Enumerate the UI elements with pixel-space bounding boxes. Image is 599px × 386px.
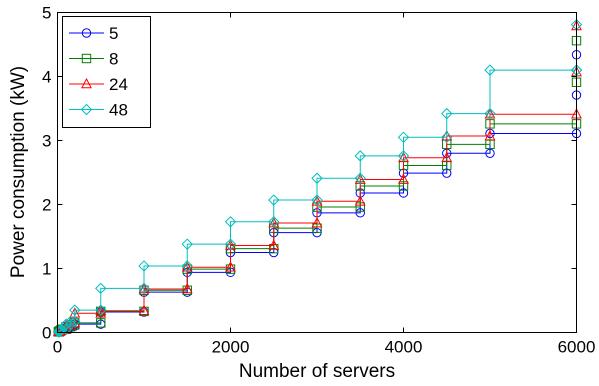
data-point-8 — [96, 318, 106, 328]
y-tick-label: 4 — [42, 68, 51, 87]
data-point-24 — [398, 151, 409, 163]
x-tick-label: 2000 — [212, 338, 250, 357]
legend-label: 24 — [109, 75, 128, 94]
data-point-5 — [398, 188, 409, 198]
data-point-48 — [224, 238, 237, 250]
y-tick-label: 0 — [42, 324, 51, 343]
legend-marker — [81, 53, 92, 64]
legend-entry-8: 8 — [69, 50, 118, 69]
data-point-48 — [354, 150, 366, 162]
data-point-5 — [442, 168, 452, 178]
data-point-8 — [312, 223, 322, 233]
data-point-24 — [311, 216, 323, 228]
data-point-24 — [268, 239, 280, 250]
data-point-48 — [397, 131, 410, 144]
series-48 — [52, 18, 583, 338]
data-point-24 — [354, 195, 366, 206]
data-point-24 — [225, 261, 236, 272]
data-point-48 — [311, 172, 323, 184]
data-point-8 — [398, 181, 409, 191]
data-point-48 — [69, 315, 81, 328]
x-axis-label: Number of servers — [239, 361, 395, 382]
data-point-48 — [64, 315, 77, 328]
legend-entry-24: 24 — [69, 75, 128, 94]
legend-marker — [81, 28, 92, 38]
tick-layer: 0 2000 4000 6000 0 1 2 3 4 5 — [42, 4, 595, 357]
data-point-5 — [355, 208, 365, 218]
y-tick-label: 1 — [42, 260, 51, 279]
data-point-48 — [69, 304, 81, 316]
data-point-48 — [224, 216, 237, 228]
y-tick-label: 3 — [42, 132, 51, 151]
legend-entry-5: 5 — [69, 24, 118, 43]
data-point-24 — [441, 129, 453, 141]
legend-entry-48: 48 — [69, 101, 128, 120]
data-point-48 — [441, 107, 453, 120]
data-point-48 — [441, 131, 453, 144]
data-point-24 — [398, 173, 409, 184]
data-point-48 — [311, 194, 323, 206]
legend-label: 8 — [109, 50, 118, 69]
data-point-48 — [268, 216, 280, 228]
data-point-48 — [138, 260, 150, 272]
data-point-24 — [181, 282, 193, 294]
plot-area-frame — [57, 12, 577, 333]
x-tick-label: 4000 — [385, 338, 423, 357]
data-point-24 — [441, 151, 453, 163]
data-point-48 — [484, 107, 496, 120]
data-point-48 — [64, 318, 77, 330]
data-point-8 — [355, 202, 365, 212]
data-point-48 — [95, 282, 107, 295]
legend-label: 5 — [109, 24, 118, 43]
x-tick-label: 6000 — [558, 338, 596, 357]
data-point-48 — [60, 318, 72, 330]
y-tick-label: 5 — [42, 4, 51, 23]
legend-label: 48 — [109, 101, 128, 120]
series-layer — [52, 18, 583, 338]
data-point-48 — [397, 150, 410, 162]
data-point-48 — [181, 238, 193, 250]
data-point-48 — [354, 172, 366, 184]
data-point-48 — [138, 282, 150, 295]
data-point-48 — [268, 194, 280, 206]
data-point-48 — [181, 260, 193, 272]
data-point-24 — [138, 304, 150, 316]
data-point-48 — [95, 304, 107, 316]
legend-marker — [81, 77, 92, 89]
legend-entries: 5 8 24 48 — [69, 24, 128, 120]
data-point-24 — [484, 129, 496, 141]
legend: 5 8 24 48 — [62, 16, 151, 128]
data-point-48 — [484, 64, 496, 76]
legend-box — [62, 16, 151, 128]
y-axis-label: Power consumption (kW) — [8, 66, 29, 278]
x-tick-label: 0 — [53, 338, 62, 357]
data-point-5 — [485, 148, 495, 159]
y-tick-label: 2 — [42, 196, 51, 215]
legend-marker — [80, 103, 93, 116]
